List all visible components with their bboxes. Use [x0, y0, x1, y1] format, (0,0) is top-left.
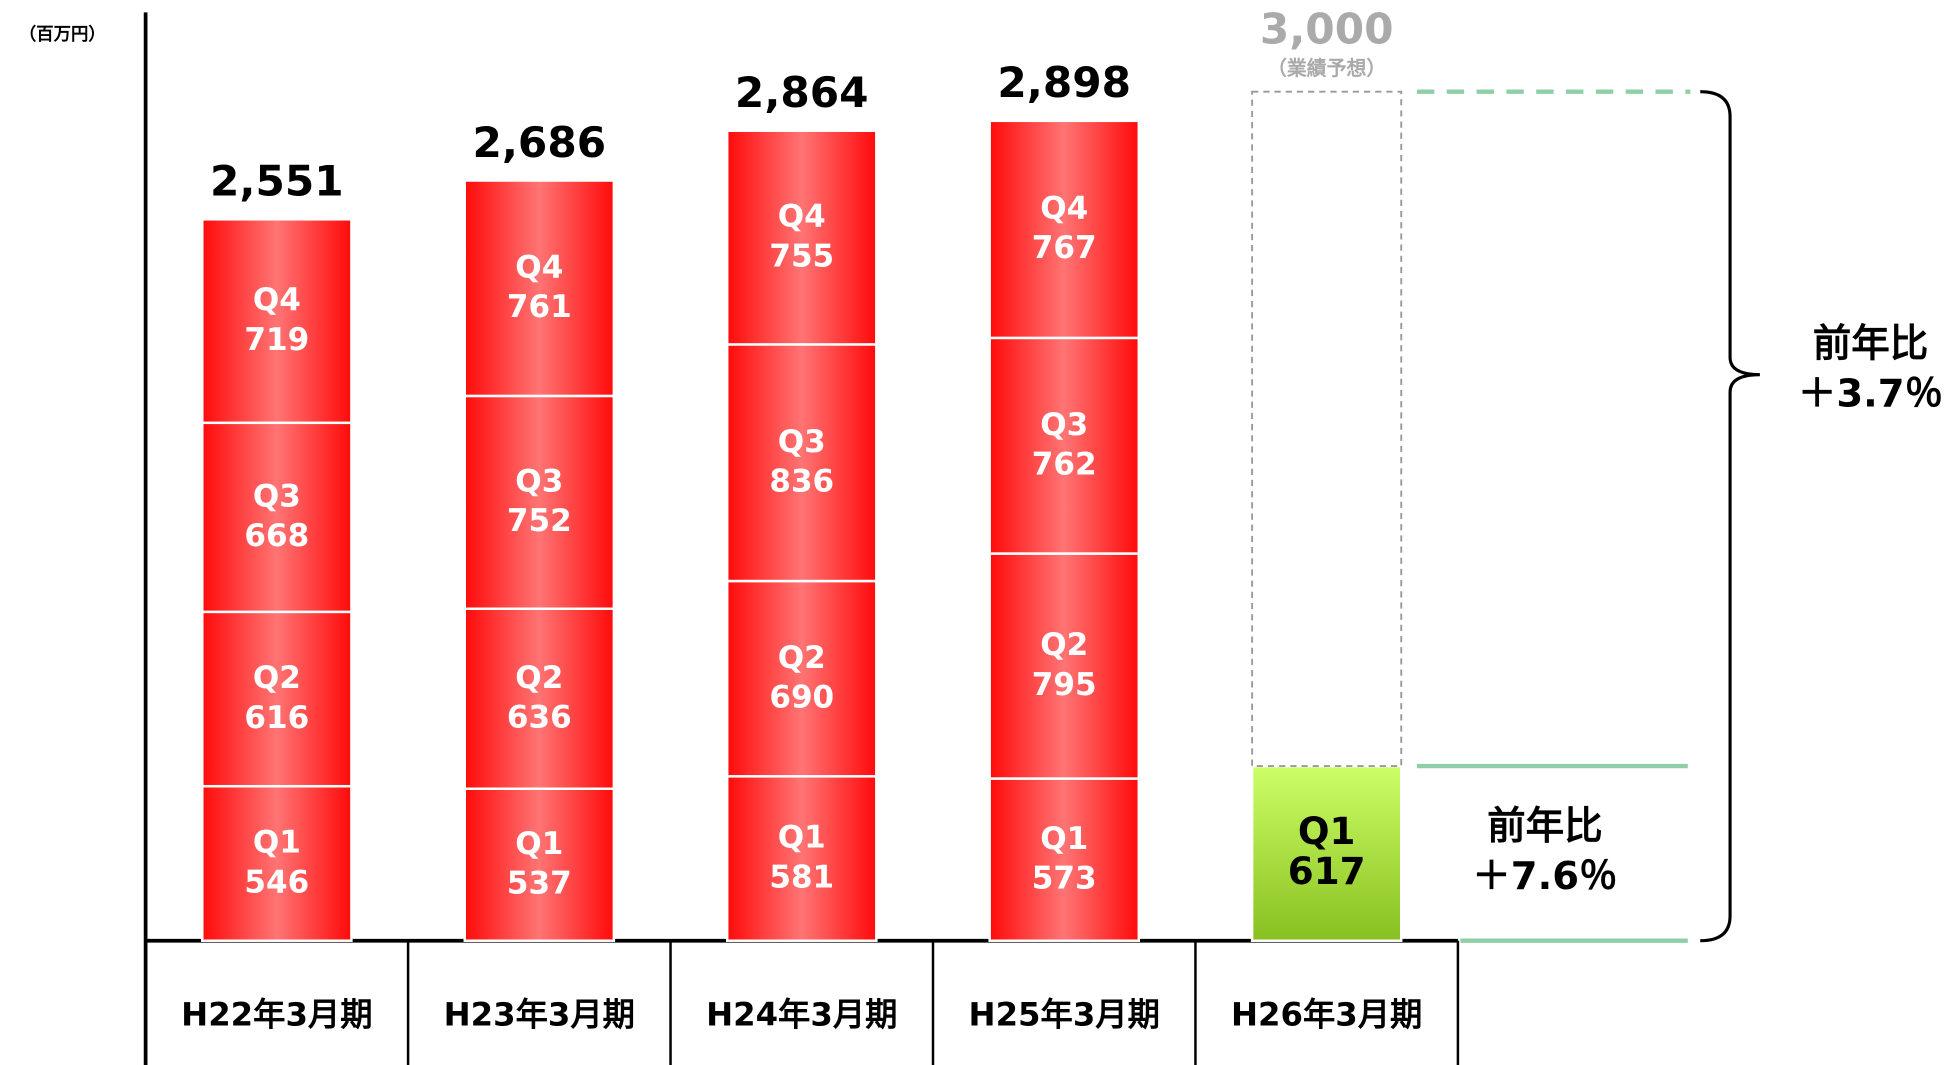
x-tick-label: H26年3月期: [1231, 996, 1422, 1034]
unit-label: （百万円）: [19, 24, 106, 45]
segment-series-label: Q3: [1040, 407, 1088, 443]
segment-series-label: Q4: [253, 282, 301, 318]
segment-series-label: Q1: [515, 826, 563, 862]
x-tick-label: H22年3月期: [181, 996, 372, 1034]
segment-value-label: 581: [769, 859, 834, 895]
bar-segment: [201, 784, 353, 942]
bar-segment: [988, 336, 1141, 555]
bar-segment: [1250, 764, 1403, 942]
forecast-box: [1251, 90, 1403, 768]
annotation: 前年比: [1813, 322, 1929, 367]
segment-series-label: Q2: [515, 660, 563, 696]
bar-segment: [463, 607, 616, 790]
bar-segment: [725, 343, 878, 583]
bar-segment: [201, 421, 353, 614]
segment-series-label: Q2: [1040, 627, 1088, 663]
segment-value-label: 546: [244, 864, 309, 900]
bar-segment: [463, 787, 616, 942]
annotation: 前年比: [1487, 804, 1603, 849]
forecast-total-label: 3,000: [1260, 5, 1394, 54]
bar-segment: [725, 579, 878, 778]
total-label: 2,686: [472, 118, 606, 167]
segment-value-label: 636: [507, 700, 572, 736]
bar-segment: [463, 179, 616, 398]
segment-series-label: Q1: [253, 825, 301, 861]
segment-value-label: 795: [1032, 667, 1097, 703]
x-tick-label: H24年3月期: [706, 996, 897, 1034]
x-tick-label: H23年3月期: [444, 996, 635, 1034]
segment-value-label: 537: [507, 866, 572, 902]
segment-series-label: Q1: [1298, 809, 1356, 853]
segment-value-label: 616: [244, 700, 309, 736]
bar-segment: [201, 218, 353, 425]
bar-segment: [988, 119, 1141, 340]
brace: [1700, 90, 1760, 943]
segment-series-label: Q4: [1040, 190, 1088, 226]
total-label: 2,551: [210, 156, 344, 205]
segment-series-label: Q2: [778, 640, 826, 676]
segment-series-label: Q1: [778, 820, 826, 856]
segment-series-label: Q2: [253, 660, 301, 696]
segment-value-label: 573: [1032, 861, 1097, 897]
segment-series-label: Q3: [515, 463, 563, 499]
total-label: 2,898: [997, 58, 1131, 107]
segment-value-label: 761: [507, 289, 572, 325]
forecast-label: （業績予想）: [1267, 57, 1386, 80]
total-label: 2,864: [735, 68, 869, 117]
bar-segment: [725, 129, 878, 346]
segment-value-label: 755: [769, 238, 834, 274]
bar-segment: [988, 552, 1141, 780]
segment-series-label: Q4: [515, 249, 563, 285]
bar-segment: [725, 775, 878, 942]
bar-segment: [463, 394, 616, 610]
segment-series-label: Q1: [1040, 821, 1088, 857]
segment-value-label: 836: [769, 464, 834, 500]
segment-value-label: 752: [507, 503, 572, 539]
segment-value-label: 668: [244, 518, 309, 554]
x-tick-label: H25年3月期: [969, 996, 1160, 1034]
bar-segment: [988, 777, 1141, 942]
annotation: ＋7.6％: [1472, 854, 1617, 899]
segment-value-label: 767: [1032, 230, 1097, 266]
segment-series-label: Q3: [778, 424, 826, 460]
segment-series-label: Q3: [253, 478, 301, 514]
segment-value-label: 617: [1288, 849, 1366, 893]
segment-value-label: 690: [769, 680, 834, 716]
segment-value-label: 719: [244, 322, 309, 358]
segment-value-label: 762: [1032, 447, 1097, 483]
segment-series-label: Q4: [778, 199, 826, 235]
annotation: ＋3.7％: [1798, 371, 1943, 416]
